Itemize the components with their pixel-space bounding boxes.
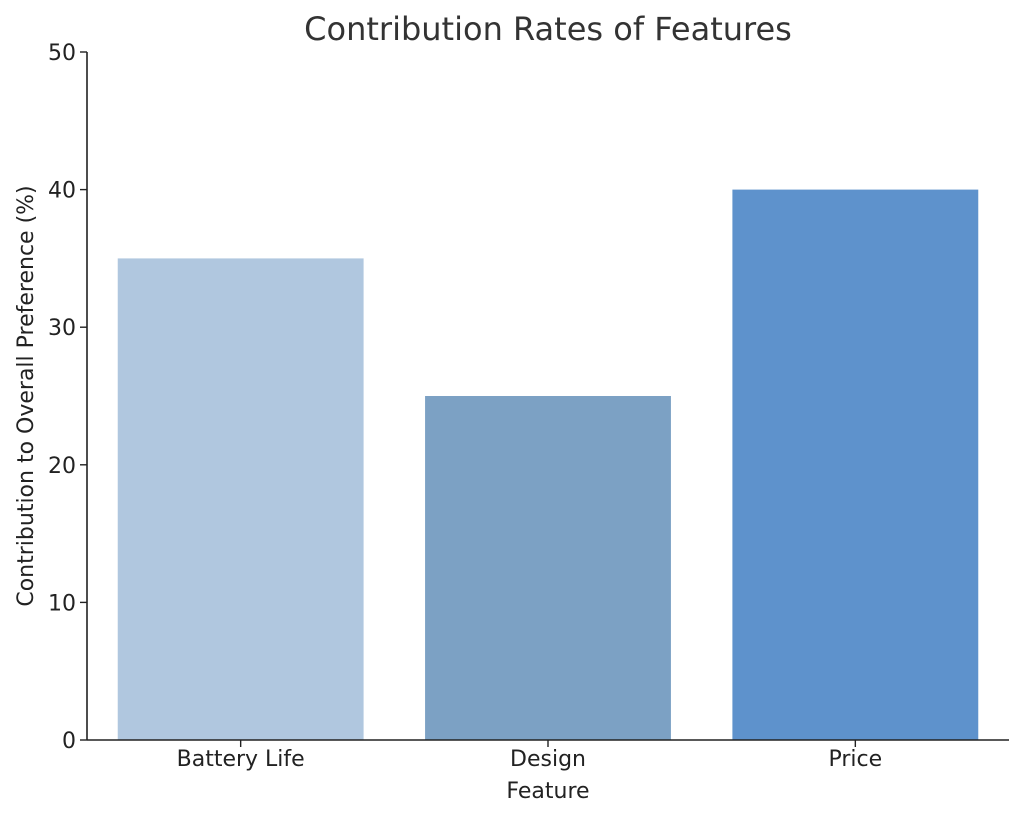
y-tick-label: 10 xyxy=(48,591,76,616)
y-tick-label: 50 xyxy=(48,41,76,66)
y-axis: 0 10 20 30 40 50 xyxy=(48,41,87,754)
y-axis-label: Contribution to Overall Preference (%) xyxy=(14,185,39,606)
bar-price xyxy=(732,189,979,741)
bar-design xyxy=(425,396,671,740)
chart-title: Contribution Rates of Features xyxy=(304,10,792,48)
x-axis-label: Feature xyxy=(506,779,589,804)
x-tick-label: Price xyxy=(828,747,882,772)
y-tick-label: 30 xyxy=(48,316,76,341)
x-tick-label: Battery Life xyxy=(177,747,305,772)
bar-battery-life xyxy=(117,258,364,740)
x-axis: Battery Life Design Price xyxy=(177,740,882,772)
y-tick-label: 40 xyxy=(48,179,76,204)
x-tick-label: Design xyxy=(510,747,586,772)
y-tick-label: 0 xyxy=(62,729,76,754)
y-tick-label: 20 xyxy=(48,454,76,479)
bars-layer xyxy=(117,189,979,741)
